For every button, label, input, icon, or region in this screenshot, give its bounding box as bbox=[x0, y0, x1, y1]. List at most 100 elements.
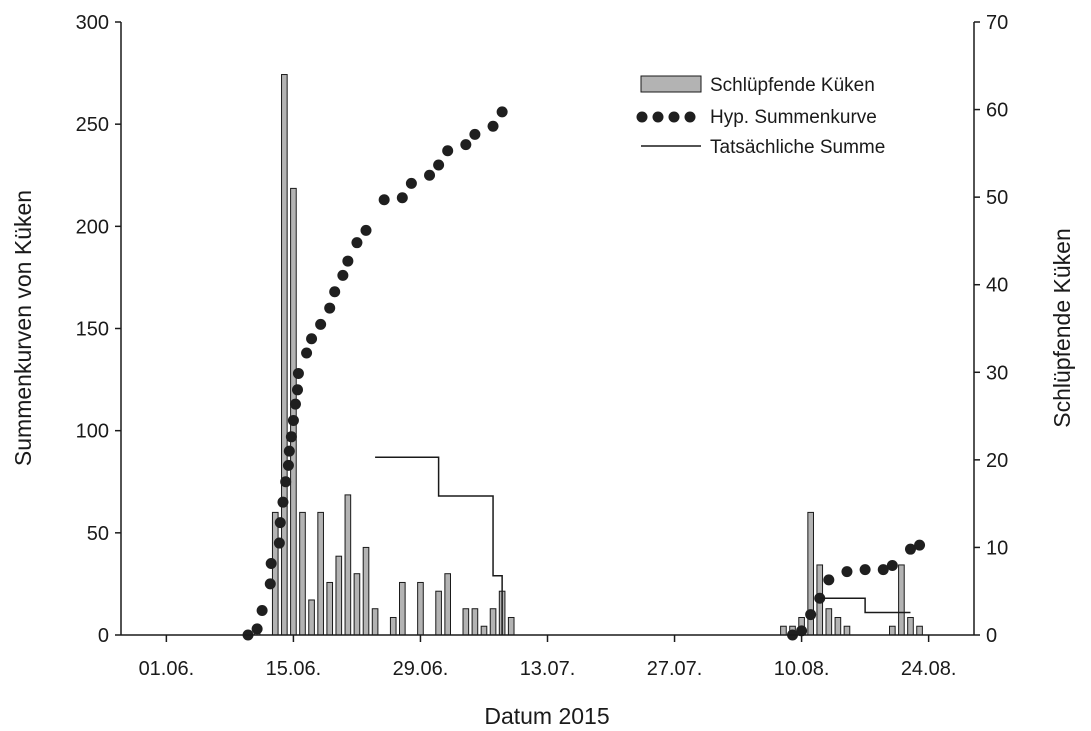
left-tick-label: 200 bbox=[76, 216, 109, 238]
summe-line bbox=[375, 456, 503, 635]
bar bbox=[471, 608, 479, 636]
bar bbox=[399, 581, 406, 636]
summenkurve-point bbox=[904, 543, 916, 555]
bar bbox=[462, 608, 470, 636]
summenkurve-point bbox=[360, 224, 372, 236]
right-tick-label: 0 bbox=[986, 625, 997, 647]
bar bbox=[389, 616, 397, 636]
summenkurve-point bbox=[285, 431, 297, 443]
right-tick-label: 40 bbox=[986, 275, 1008, 297]
summenkurve-point bbox=[823, 574, 835, 586]
summenkurve-point bbox=[487, 120, 499, 132]
left-tick-label: 0 bbox=[98, 625, 109, 647]
left-tick-label: 300 bbox=[76, 12, 109, 34]
bar bbox=[825, 608, 833, 636]
bar bbox=[371, 608, 379, 636]
legend-label-bar: Schlüpfende Küken bbox=[710, 75, 875, 96]
summenkurve-point bbox=[251, 623, 263, 635]
x-tick-label: 24.08. bbox=[901, 658, 957, 680]
x-axis-title: Datum 2015 bbox=[484, 703, 609, 729]
summenkurve-point bbox=[496, 106, 508, 118]
x-tick-label: 29.06. bbox=[393, 658, 449, 680]
summenkurve-point bbox=[289, 398, 301, 410]
bar bbox=[344, 494, 352, 636]
summenkurve-point bbox=[841, 566, 853, 578]
bar bbox=[335, 555, 343, 636]
x-tick-label: 15.06. bbox=[266, 658, 322, 680]
summenkurve-point bbox=[292, 384, 303, 396]
right-tick-label: 50 bbox=[986, 187, 1008, 209]
summenkurve-point bbox=[859, 564, 871, 576]
summenkurve-point bbox=[405, 177, 417, 189]
summenkurve-point bbox=[292, 367, 304, 379]
bar bbox=[444, 573, 451, 636]
bar bbox=[362, 546, 370, 636]
bar bbox=[435, 590, 442, 636]
summenkurve-point bbox=[396, 192, 408, 204]
summenkurve-point bbox=[265, 557, 277, 569]
bar bbox=[308, 599, 315, 636]
summenkurve-point bbox=[378, 194, 390, 206]
bar bbox=[780, 625, 787, 636]
left-tick-label: 50 bbox=[87, 523, 109, 545]
right-tick-label: 70 bbox=[986, 12, 1008, 34]
x-tick-label: 27.07. bbox=[647, 658, 703, 680]
left-tick-label: 250 bbox=[76, 114, 109, 136]
summenkurve-point bbox=[342, 255, 354, 267]
summenkurve-point bbox=[283, 445, 295, 457]
summenkurve-point bbox=[277, 496, 289, 508]
right-tick-label: 60 bbox=[986, 100, 1008, 122]
bar bbox=[480, 625, 488, 636]
right-tick-label: 30 bbox=[986, 362, 1008, 384]
legend-swatch-bar bbox=[640, 75, 702, 93]
summenkurve-point bbox=[301, 347, 313, 359]
bar bbox=[417, 581, 424, 636]
summenkurve-point bbox=[805, 609, 817, 621]
summenkurve-point bbox=[329, 286, 341, 298]
left-y-ticks: 0 50 100 150 200 250 300 bbox=[76, 12, 121, 647]
legend: Schlüpfende Küken Hyp. Summenkurve Tatsä… bbox=[636, 75, 885, 158]
summenkurve-point bbox=[886, 560, 898, 572]
summenkurve-point bbox=[264, 578, 276, 590]
left-tick-label: 150 bbox=[76, 319, 109, 341]
left-tick-label: 100 bbox=[76, 421, 109, 443]
summenkurve-point bbox=[280, 476, 292, 488]
bar bbox=[916, 625, 923, 636]
bar bbox=[290, 187, 297, 636]
right-y-axis-title: Schlüpfende Küken bbox=[1049, 228, 1075, 428]
summe-line bbox=[819, 597, 911, 614]
summenkurve-point bbox=[256, 604, 268, 616]
summenkurve-point bbox=[469, 128, 481, 140]
bar bbox=[898, 564, 905, 636]
summenkurve-point bbox=[433, 159, 445, 171]
summenkurve-point bbox=[315, 318, 327, 330]
legend-label-line: Tatsächliche Summe bbox=[710, 137, 885, 158]
legend-swatch-dots bbox=[636, 111, 696, 123]
bar bbox=[281, 74, 288, 636]
summenkurve-point bbox=[442, 145, 454, 157]
x-tick-label: 01.06. bbox=[139, 658, 195, 680]
x-tick-label: 10.08. bbox=[774, 658, 830, 680]
summenkurve-point bbox=[306, 333, 318, 345]
legend-label-dots: Hyp. Summenkurve bbox=[710, 107, 877, 128]
right-tick-label: 10 bbox=[986, 537, 1008, 559]
bar bbox=[317, 511, 324, 636]
right-y-ticks: 0 10 20 30 40 50 60 70 bbox=[974, 12, 1008, 647]
bar bbox=[507, 616, 515, 636]
bar bbox=[889, 625, 896, 636]
summenkurve-series bbox=[242, 106, 926, 641]
summenkurve-point bbox=[282, 459, 294, 471]
bar bbox=[834, 616, 842, 636]
summenkurve-point bbox=[796, 625, 808, 637]
summenkurve-point bbox=[877, 564, 889, 576]
bar-series bbox=[253, 74, 923, 636]
right-tick-label: 20 bbox=[986, 450, 1008, 472]
bar bbox=[326, 581, 334, 636]
summenkurve-point bbox=[287, 414, 299, 426]
summenkurve-point bbox=[274, 517, 286, 529]
summenkurve-point bbox=[914, 539, 926, 551]
summenkurve-point bbox=[337, 269, 349, 281]
x-tick-label: 13.07. bbox=[520, 658, 576, 680]
left-y-axis-title: Summenkurven von Küken bbox=[10, 190, 36, 466]
